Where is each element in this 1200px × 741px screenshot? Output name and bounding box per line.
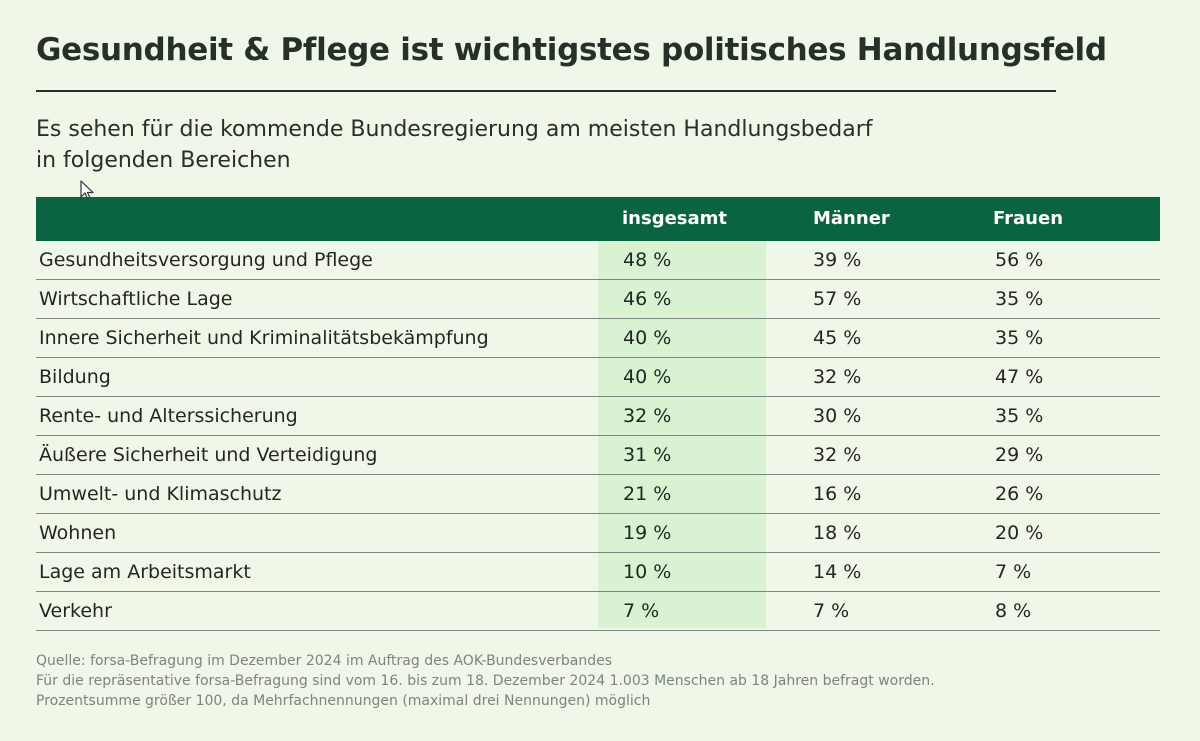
value-frauen: 35 % bbox=[995, 327, 1044, 349]
value-insgesamt: 40 % bbox=[623, 366, 672, 388]
value-insgesamt: 32 % bbox=[623, 405, 672, 427]
table-row: Innere Sicherheit und Kriminalitätsbekäm… bbox=[36, 319, 1160, 358]
column-header-maenner: Männer bbox=[813, 208, 890, 229]
footnote-source: Quelle: forsa-Befragung im Dezember 2024… bbox=[36, 653, 613, 669]
value-frauen: 29 % bbox=[995, 444, 1044, 466]
row-label: Bildung bbox=[39, 366, 111, 388]
value-insgesamt: 21 % bbox=[623, 483, 672, 505]
footnote: Quelle: forsa-Befragung im Dezember 2024… bbox=[36, 651, 935, 711]
value-frauen: 35 % bbox=[995, 405, 1044, 427]
row-label: Äußere Sicherheit und Verteidigung bbox=[39, 444, 378, 466]
value-insgesamt: 19 % bbox=[623, 522, 672, 544]
table-row: Bildung 40 % 32 % 47 % bbox=[36, 358, 1160, 397]
row-label: Umwelt- und Klimaschutz bbox=[39, 483, 282, 505]
value-maenner: 45 % bbox=[813, 327, 862, 349]
value-frauen: 56 % bbox=[995, 249, 1044, 271]
subtitle: Es sehen für die kommende Bundesregierun… bbox=[36, 114, 936, 176]
results-table: insgesamt Männer Frauen Gesundheitsverso… bbox=[36, 197, 1160, 631]
table-row: Rente- und Alterssicherung 32 % 30 % 35 % bbox=[36, 397, 1160, 436]
table-row: Umwelt- und Klimaschutz 21 % 16 % 26 % bbox=[36, 475, 1160, 514]
row-label: Gesundheitsversorgung und Pflege bbox=[39, 249, 373, 271]
table-row: Wohnen 19 % 18 % 20 % bbox=[36, 514, 1160, 553]
table-row: Verkehr 7 % 7 % 8 % bbox=[36, 592, 1160, 631]
subtitle-line-2: in folgenden Bereichen bbox=[36, 148, 291, 173]
table-body: Gesundheitsversorgung und Pflege 48 % 39 %… bbox=[36, 241, 1160, 631]
table-row: Gesundheitsversorgung und Pflege 48 % 39 %… bbox=[36, 241, 1160, 280]
row-label: Wirtschaftliche Lage bbox=[39, 288, 233, 310]
value-insgesamt: 46 % bbox=[623, 288, 672, 310]
value-maenner: 32 % bbox=[813, 444, 862, 466]
column-header-frauen: Frauen bbox=[993, 208, 1064, 229]
table-row: Äußere Sicherheit und Verteidigung 31 % 32… bbox=[36, 436, 1160, 475]
value-insgesamt: 7 % bbox=[623, 600, 660, 622]
table-row: Lage am Arbeitsmarkt 10 % 14 % 7 % bbox=[36, 553, 1160, 592]
value-insgesamt: 48 % bbox=[623, 249, 672, 271]
row-label: Lage am Arbeitsmarkt bbox=[39, 561, 251, 583]
table-header: insgesamt Männer Frauen bbox=[36, 197, 1160, 241]
page-title: Gesundheit & Pflege ist wichtigstes poli… bbox=[36, 32, 1107, 68]
value-maenner: 57 % bbox=[813, 288, 862, 310]
value-frauen: 7 % bbox=[995, 561, 1032, 583]
column-header-insgesamt: insgesamt bbox=[622, 208, 728, 229]
value-maenner: 18 % bbox=[813, 522, 862, 544]
footnote-method: Für die repräsentative forsa-Befragung s… bbox=[36, 673, 935, 689]
value-insgesamt: 31 % bbox=[623, 444, 672, 466]
row-label: Rente- und Alterssicherung bbox=[39, 405, 298, 427]
value-maenner: 39 % bbox=[813, 249, 862, 271]
title-divider bbox=[36, 90, 1056, 92]
value-maenner: 30 % bbox=[813, 405, 862, 427]
subtitle-line-1: Es sehen für die kommende Bundesregierun… bbox=[36, 117, 873, 142]
value-frauen: 26 % bbox=[995, 483, 1044, 505]
table-row: Wirtschaftliche Lage 46 % 57 % 35 % bbox=[36, 280, 1160, 319]
value-frauen: 8 % bbox=[995, 600, 1032, 622]
value-insgesamt: 40 % bbox=[623, 327, 672, 349]
row-label: Innere Sicherheit und Kriminalitätsbekäm… bbox=[39, 327, 489, 349]
insgesamt-column-highlight bbox=[598, 241, 766, 628]
value-maenner: 16 % bbox=[813, 483, 862, 505]
value-frauen: 35 % bbox=[995, 288, 1044, 310]
value-maenner: 14 % bbox=[813, 561, 862, 583]
row-label: Verkehr bbox=[39, 600, 112, 622]
value-insgesamt: 10 % bbox=[623, 561, 672, 583]
value-frauen: 20 % bbox=[995, 522, 1044, 544]
value-maenner: 7 % bbox=[813, 600, 850, 622]
value-frauen: 47 % bbox=[995, 366, 1044, 388]
footnote-note: Prozentsumme größer 100, da Mehrfachnenn… bbox=[36, 693, 651, 709]
row-label: Wohnen bbox=[39, 522, 117, 544]
value-maenner: 32 % bbox=[813, 366, 862, 388]
